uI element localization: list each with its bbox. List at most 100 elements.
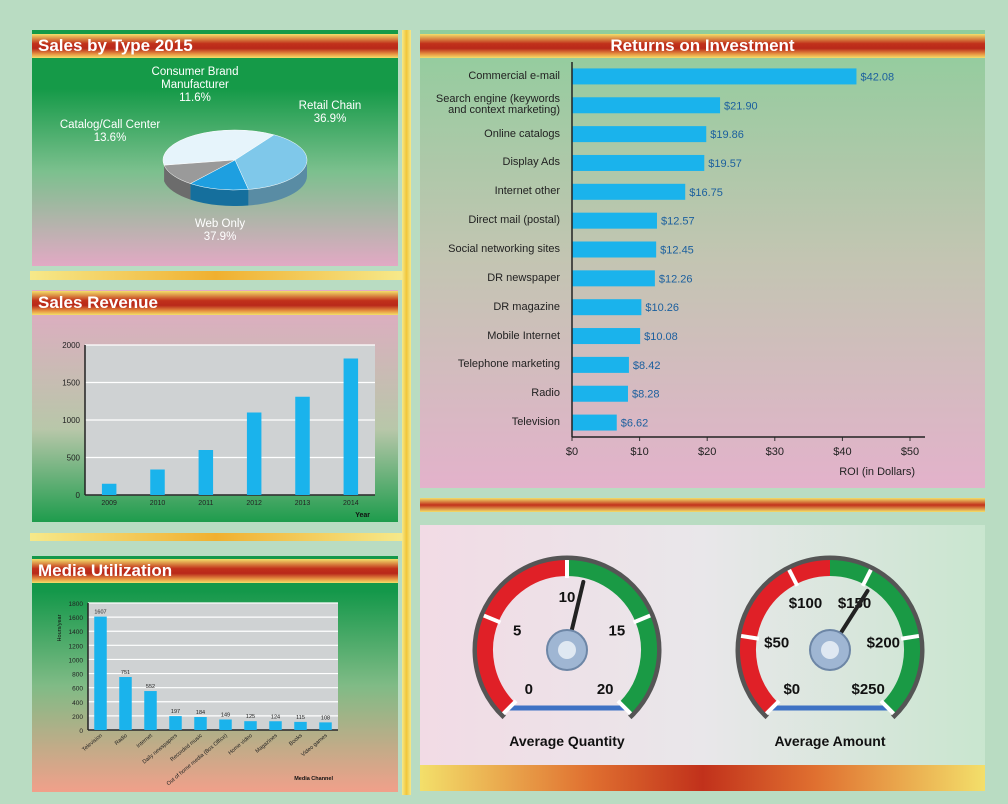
tick-label: $200 [867, 635, 900, 652]
value-label: $42.08 [860, 71, 894, 83]
x-axis-label: ROI (in Dollars) [839, 466, 915, 478]
bar [319, 722, 332, 730]
value-label: 751 [121, 670, 130, 676]
bar [572, 213, 657, 229]
y-tick-label: 400 [72, 700, 83, 707]
y-tick-label: Search engine (keywords and context mark… [415, 94, 560, 116]
value-label: 149 [221, 712, 230, 718]
bar [194, 717, 207, 730]
bar [572, 242, 656, 258]
value-label: $10.26 [645, 302, 679, 314]
x-tick-label: $10 [630, 446, 648, 458]
x-tick-label: $40 [833, 446, 851, 458]
x-tick-label: Television [81, 733, 103, 753]
x-tick-label: 2013 [295, 500, 311, 507]
y-tick-label: Commercial e-mail [415, 71, 560, 82]
value-label: $8.42 [633, 360, 661, 372]
x-tick-label: $0 [566, 446, 578, 458]
x-tick-label: Radio [114, 733, 129, 747]
y-tick-label: 1600 [69, 615, 84, 622]
tick-label: 15 [609, 622, 626, 639]
value-label: 1607 [94, 610, 106, 616]
value-label: 197 [171, 709, 180, 715]
y-tick-label: 1800 [69, 601, 84, 608]
value-label: $12.45 [660, 245, 694, 257]
pie-label: Catalog/Call Center [55, 119, 165, 132]
x-tick-label: 2011 [198, 500, 213, 507]
pie-label: Web Only [165, 218, 275, 231]
y-tick-label: Television [415, 417, 560, 428]
tick-label: 20 [597, 681, 614, 698]
gauge-hub [558, 641, 576, 659]
bar [295, 397, 310, 495]
bar [144, 691, 157, 730]
dashboard: Sales by Type 2015 Sales Revenue Media U… [0, 0, 1008, 804]
bar [247, 413, 262, 496]
y-tick-label: 1500 [62, 379, 80, 388]
pie-value-label: 11.6% [140, 92, 250, 105]
y-tick-label: DR magazine [415, 302, 560, 313]
pie-value-label: 37.9% [165, 231, 275, 244]
bar [119, 677, 132, 730]
value-label: $12.26 [659, 273, 693, 285]
bar [244, 721, 257, 730]
tick-label: $0 [783, 681, 800, 698]
bar [572, 68, 856, 84]
gauge-title: Average Quantity [509, 733, 625, 749]
value-label: $12.57 [661, 216, 695, 228]
y-tick-label: 200 [72, 714, 83, 721]
x-tick-label: Books [288, 733, 304, 748]
y-tick-label: Internet other [415, 186, 560, 197]
y-tick-label: DR newspaper [415, 273, 560, 284]
x-tick-label: Internet [136, 733, 155, 750]
x-tick-label: Video games [300, 733, 329, 758]
value-label: 115 [296, 715, 305, 721]
bar [150, 470, 165, 496]
tick-label: 5 [513, 622, 521, 639]
y-tick-label: 1000 [69, 657, 84, 664]
y-tick-label: Online catalogs [415, 129, 560, 140]
value-label: 125 [246, 714, 255, 720]
x-tick-label: Home video [227, 733, 253, 756]
bar [269, 721, 282, 730]
tick-label: 0 [525, 681, 533, 698]
tick-label: $250 [851, 681, 884, 698]
y-tick-label: Telephone marketing [415, 359, 560, 370]
x-tick-label: 2012 [246, 500, 262, 507]
pie-label: Retail Chain [275, 100, 385, 113]
y-tick-label: 600 [72, 686, 83, 693]
y-axis-label: Hours/year [57, 614, 63, 641]
value-label: 552 [146, 684, 155, 690]
y-tick-label: 2000 [62, 341, 80, 350]
pie-label: Consumer Brand Manufacturer [140, 66, 250, 92]
x-axis-label: Year [355, 512, 370, 519]
y-tick-label: 1200 [69, 643, 84, 650]
bar [572, 155, 704, 171]
bar [169, 716, 182, 730]
bar [572, 270, 655, 286]
value-label: $8.28 [632, 389, 660, 401]
x-tick-label: 2010 [150, 500, 166, 507]
y-tick-label: 1400 [69, 629, 84, 636]
bar [219, 719, 232, 730]
value-label: 108 [321, 715, 330, 721]
bar [344, 359, 359, 496]
x-tick-label: 2014 [343, 500, 359, 507]
value-label: 184 [196, 710, 205, 716]
tick-mark [741, 636, 759, 639]
tick-label: 10 [559, 589, 576, 606]
pie-value-label: 36.9% [275, 113, 385, 126]
value-label: $21.90 [724, 100, 758, 112]
y-tick-label: 500 [67, 454, 81, 463]
y-tick-label: Direct mail (postal) [415, 215, 560, 226]
bar [572, 415, 617, 431]
tick-mark [901, 636, 919, 639]
x-tick-label: $50 [901, 446, 919, 458]
y-tick-label: 0 [76, 491, 81, 500]
pie-value-label: 13.6% [55, 132, 165, 145]
bar [572, 386, 628, 402]
bar [572, 328, 640, 344]
gauge-hub [821, 641, 839, 659]
value-label: $16.75 [689, 187, 723, 199]
x-tick-label: $20 [698, 446, 716, 458]
